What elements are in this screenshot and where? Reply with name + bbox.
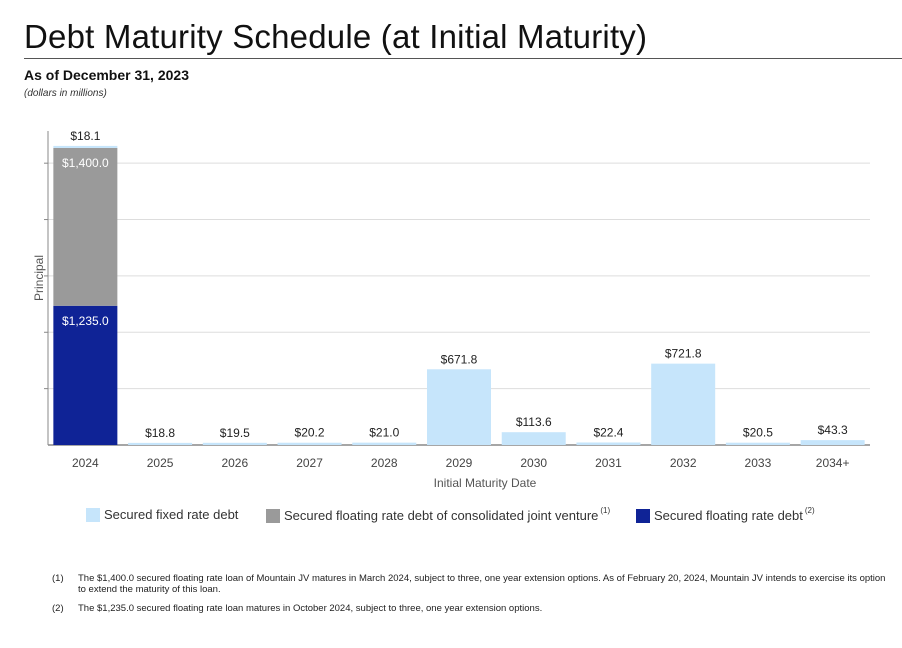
bar-fixed-2032 [651,363,716,445]
debt-maturity-chart: Principal $18.1 2024 $1,235.0 $1,400.0 $18.8 2… [32,129,870,490]
legend-label-fixed: Secured fixed rate debt [104,507,239,523]
legend-label-floating: Secured floating rate debt [654,508,803,524]
bar-fixed-2034+ [800,440,865,445]
data-label-2030: $113.6 [516,415,552,429]
bar-fixed-2029 [427,369,491,445]
legend-swatch-fixed [86,507,100,522]
footnote-2-mark: (2) [52,603,64,614]
x-tick-label-2034+: 2034+ [816,456,850,470]
as-of-date: As of December 31, 2023 [24,67,189,83]
data-label-2033: $20.5 [743,426,773,440]
footnote-1: (1) The $1,400.0 secured floating rate l… [52,573,892,595]
bar-fixed-2031 [576,442,641,445]
footnote-1-text: The $1,400.0 secured floating rate loan … [78,573,886,595]
legend-item-jv: Secured floating rate debt of consolidat… [266,506,610,526]
legend-swatch-jv [266,508,280,523]
x-tick-label-2033: 2033 [745,456,772,470]
legend-swatch-floating [636,508,650,523]
data-label-2024: $18.1 [70,129,100,143]
data-label-2027: $20.2 [295,426,325,440]
data-label-2031: $22.4 [593,425,623,439]
title-divider [24,58,902,59]
footnotes: (1) The $1,400.0 secured floating rate l… [52,573,892,622]
x-tick-label-2031: 2031 [595,456,622,470]
bar-fixed-2026 [202,442,267,445]
bar-fixed-2025 [128,442,193,445]
data-label-floating-2024: $1,235.0 [62,314,109,328]
legend-note-jv: (1) [600,506,611,515]
x-tick-label-2028: 2028 [371,456,398,470]
data-label-2025: $18.8 [145,426,175,440]
x-tick-label-2027: 2027 [296,456,323,470]
data-label-2028: $21.0 [369,426,399,440]
x-tick-label-2025: 2025 [147,456,174,470]
bar-fixed-2033 [725,442,790,445]
bar-fixed-2028 [352,442,417,445]
x-tick-label-2024: 2024 [72,456,99,470]
x-tick-label-2026: 2026 [221,456,248,470]
x-tick-label-2032: 2032 [670,456,697,470]
footnote-2-text: The $1,235.0 secured floating rate loan … [78,603,543,614]
data-label-jv-2024: $1,400.0 [62,156,109,170]
bar-fixed-2024 [53,145,118,148]
x-tick-label-2029: 2029 [446,456,473,470]
units-note: (dollars in millions) [24,88,107,99]
bar-floating-2024 [53,305,118,445]
legend-item-floating: Secured floating rate debt (2) [636,506,815,526]
page-title: Debt Maturity Schedule (at Initial Matur… [24,18,648,55]
x-tick-label-2030: 2030 [520,456,547,470]
bar-fixed-2030 [501,432,566,445]
data-label-2034+: $43.3 [818,423,848,437]
legend-item-fixed: Secured fixed rate debt [86,506,238,526]
legend-note-floating: (2) [804,506,815,515]
bar-jv-2024 [53,147,118,306]
data-label-2032: $721.8 [665,347,702,361]
footnote-2: (2) The $1,235.0 secured floating rate l… [52,603,892,614]
data-label-2026: $19.5 [220,426,250,440]
bar-fixed-2027 [277,442,342,445]
y-axis-title: Principal [32,255,46,301]
data-label-2029: $671.8 [441,352,478,366]
legend-label-jv: Secured floating rate debt of consolidat… [284,508,599,524]
footnote-1-mark: (1) [52,573,64,584]
x-axis-title: Initial Maturity Date [434,476,537,490]
